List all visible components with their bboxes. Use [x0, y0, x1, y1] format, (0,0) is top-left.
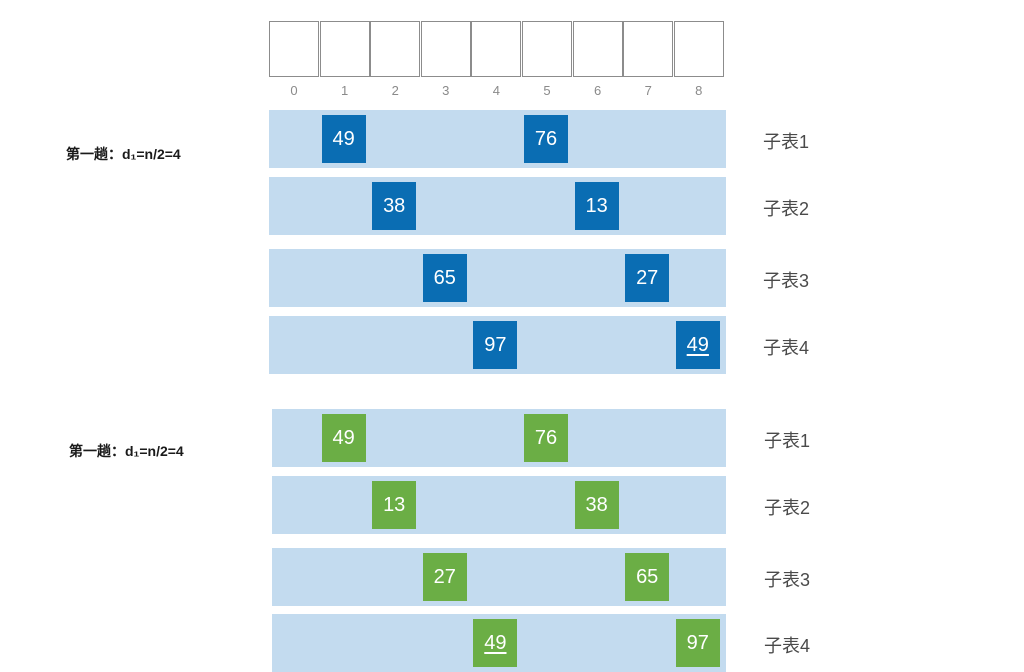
element-value: 27: [636, 267, 659, 289]
subtable-label: 子表4: [764, 636, 811, 656]
subtable-label: 子表4: [763, 338, 810, 358]
element-value: 76: [534, 128, 558, 150]
subtable-label: 子表3: [764, 570, 811, 590]
subtable-label: 子表2: [763, 199, 810, 219]
element-cell: 65: [422, 254, 467, 302]
element-cell: 38: [574, 481, 619, 529]
element-cell: 13: [574, 182, 619, 230]
element-value: 13: [585, 195, 608, 217]
index-label: 6: [593, 83, 602, 98]
element-value: 76: [534, 427, 558, 449]
array-cell: [370, 21, 421, 77]
index-label: 5: [543, 83, 551, 98]
subtable-label: 子表1: [764, 431, 811, 451]
element-cell: 13: [372, 481, 417, 529]
index-label: 8: [695, 83, 703, 98]
index-label: 0: [290, 83, 298, 98]
element-cell: 49: [473, 619, 518, 667]
element-value: 27: [433, 566, 456, 588]
element-cell: 76: [524, 115, 568, 163]
element-cell: 65: [625, 553, 670, 601]
array-cell: [319, 21, 370, 77]
index-label: 1: [340, 83, 349, 98]
index-label: 2: [391, 83, 399, 98]
array-cell: [623, 21, 674, 77]
array-cell: [522, 21, 572, 77]
element-value: 65: [636, 566, 659, 588]
element-cell: 49: [675, 321, 720, 369]
element-value: 65: [433, 267, 456, 289]
pass-label: 第一趟：d₁=n/2=4: [66, 146, 181, 162]
pass-label: 第一趟：d₁=n/2=4: [69, 443, 184, 459]
element-value: 38: [383, 195, 406, 217]
element-value: 49: [332, 128, 355, 150]
index-label: 7: [644, 83, 652, 98]
subtable-band: [272, 476, 726, 534]
element-cell: 76: [524, 414, 568, 462]
element-cell: 27: [422, 553, 467, 601]
array-cell: [471, 21, 522, 77]
element-value: 38: [585, 494, 608, 516]
array-cell: [572, 21, 623, 77]
element-value: 13: [383, 494, 406, 516]
subtable-label: 子表2: [764, 498, 811, 518]
element-cell: 97: [473, 321, 518, 369]
index-label: 4: [492, 83, 500, 98]
element-cell: 49: [321, 414, 366, 462]
element-cell: 97: [675, 619, 720, 667]
array-cell: [420, 21, 471, 77]
element-value: 49: [332, 427, 355, 449]
element-cell: 27: [625, 254, 670, 302]
element-value: 49: [484, 632, 507, 654]
element-cell: 38: [372, 182, 417, 230]
array-cell: [269, 21, 319, 77]
subtable-label: 子表3: [763, 271, 810, 291]
subtable-band: [269, 177, 726, 235]
element-value: 49: [686, 334, 709, 356]
index-label: 3: [442, 83, 450, 98]
subtable-label: 子表1: [763, 132, 810, 152]
element-cell: 49: [321, 115, 366, 163]
array-cell: [673, 21, 724, 77]
element-value: 97: [686, 632, 709, 654]
element-value: 97: [484, 334, 507, 356]
